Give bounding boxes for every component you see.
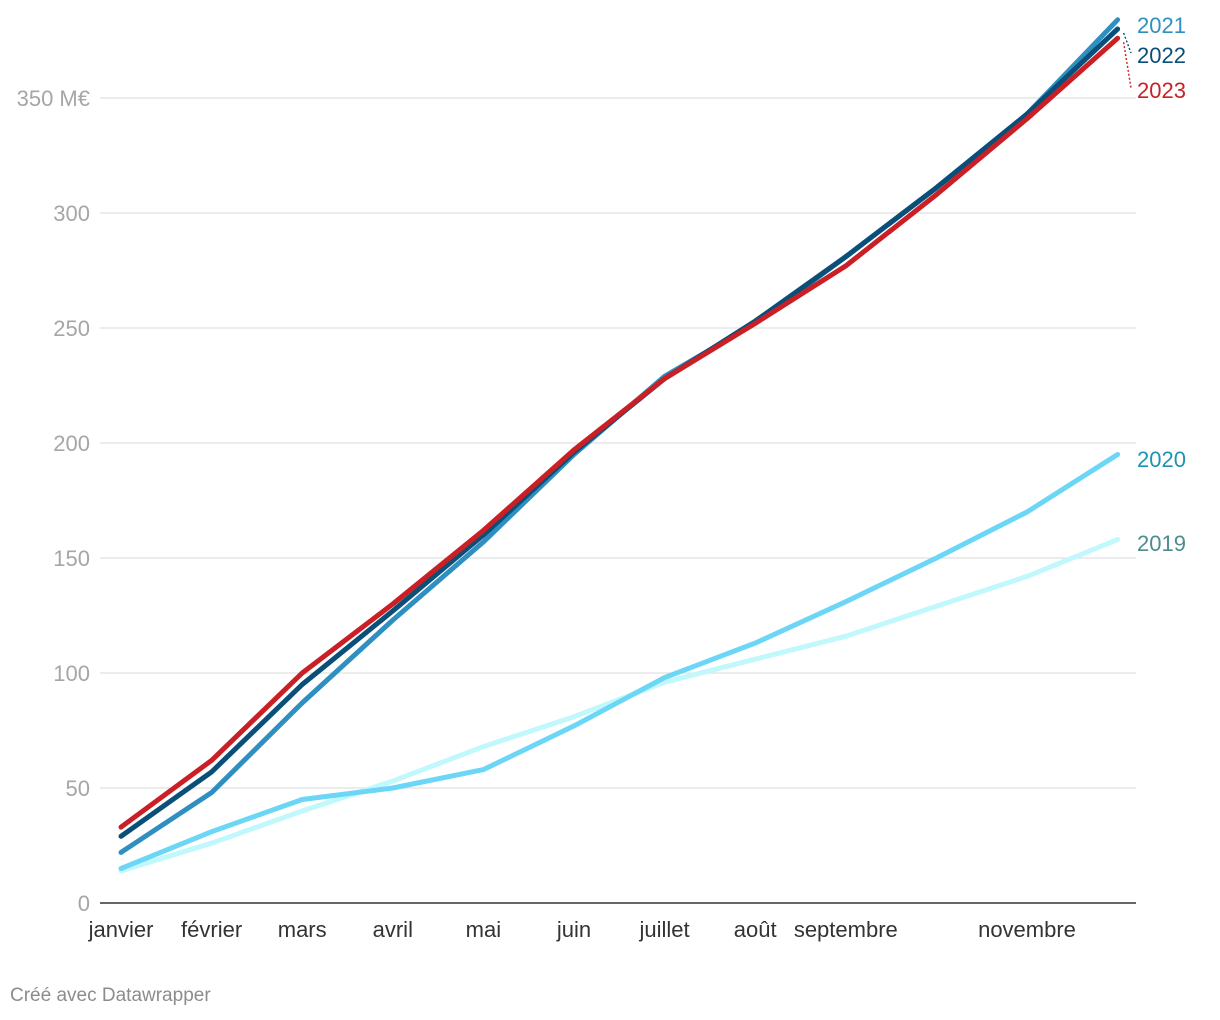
series-label-2023: 2023 [1137, 78, 1186, 103]
series-label-2022: 2022 [1137, 43, 1186, 68]
series-label-2019: 2019 [1137, 531, 1186, 556]
y-tick-label: 100 [53, 661, 90, 686]
chart-credit: Créé avec Datawrapper [10, 985, 211, 1006]
series-line-2021 [118, 17, 1121, 855]
x-tick-label: janvier [88, 917, 154, 942]
y-axis-tick-labels: 0 50 100 150 200 250 300 350 M€ [17, 86, 90, 916]
series-line-2022 [118, 26, 1121, 839]
y-tick-label: 200 [53, 431, 90, 456]
y-tick-label: 0 [78, 891, 90, 916]
x-tick-label: novembre [978, 917, 1076, 942]
x-tick-label: septembre [794, 917, 898, 942]
series-labels: 2019 2020 2021 2022 2023 [1122, 13, 1186, 556]
x-axis-tick-labels: janvier février mars avril mai juin juillet aoû… [88, 917, 1076, 942]
series-line-2020 [118, 452, 1121, 871]
x-tick-label: août [734, 917, 777, 942]
x-tick-label: juillet [639, 917, 690, 942]
label-leader-2022 [1122, 32, 1132, 54]
gridlines [100, 97, 1136, 904]
y-tick-label: 350 M€ [17, 86, 90, 111]
y-tick-label: 300 [53, 201, 90, 226]
x-tick-label: février [181, 917, 242, 942]
x-tick-label: juin [556, 917, 591, 942]
series-label-2020: 2020 [1137, 447, 1186, 472]
y-tick-label: 150 [53, 546, 90, 571]
series-label-2021: 2021 [1137, 13, 1186, 38]
y-tick-label: 250 [53, 316, 90, 341]
series-line-2023 [118, 35, 1121, 830]
series-lines [118, 17, 1121, 874]
y-tick-label: 50 [66, 776, 90, 801]
x-tick-label: mars [278, 917, 327, 942]
x-tick-label: mai [466, 917, 501, 942]
x-tick-label: avril [373, 917, 413, 942]
